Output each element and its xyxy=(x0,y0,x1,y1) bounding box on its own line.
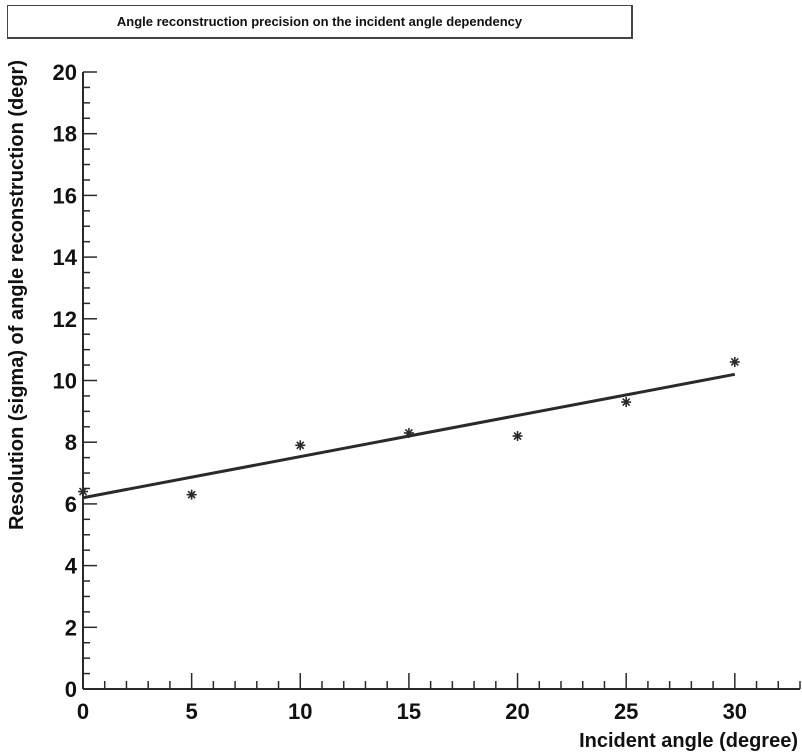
data-point-stroke xyxy=(187,490,196,499)
x-tick-label: 20 xyxy=(505,699,529,724)
x-tick-label: 30 xyxy=(723,699,747,724)
y-tick-label: 20 xyxy=(53,60,77,85)
y-axis-title: Resolution (sigma) of angle reconstructi… xyxy=(6,60,28,530)
data-point xyxy=(78,486,88,497)
data-point-stroke xyxy=(730,357,739,367)
data-point xyxy=(621,397,632,408)
y-tick-label: 0 xyxy=(65,677,77,702)
data-point xyxy=(403,427,414,438)
chart-title-box: Angle reconstruction precision on the in… xyxy=(7,5,633,39)
data-point xyxy=(186,489,197,500)
data-point xyxy=(512,431,523,442)
y-tick-label: 12 xyxy=(53,307,77,332)
data-point xyxy=(729,356,740,367)
data-point-stroke xyxy=(78,487,88,496)
y-tick-label: 14 xyxy=(53,245,78,270)
x-tick-label: 25 xyxy=(614,699,638,724)
y-tick-label: 10 xyxy=(53,369,77,394)
chart-title: Angle reconstruction precision on the in… xyxy=(116,14,523,29)
y-tick-label: 8 xyxy=(65,430,77,455)
x-tick-label: 10 xyxy=(288,699,312,724)
data-point-stroke xyxy=(296,441,305,450)
data-point xyxy=(295,440,306,451)
y-tick-label: 18 xyxy=(53,122,77,147)
y-tick-label: 2 xyxy=(65,615,77,640)
x-tick-label: 15 xyxy=(397,699,421,724)
x-tick-label: 0 xyxy=(77,699,89,724)
x-axis-title: Incident angle (degree) xyxy=(579,730,798,752)
y-tick-label: 4 xyxy=(65,554,78,579)
y-tick-label: 6 xyxy=(65,492,77,517)
x-tick-label: 5 xyxy=(186,699,198,724)
data-point-stroke xyxy=(513,431,522,441)
y-tick-label: 16 xyxy=(53,183,77,208)
data-point-stroke xyxy=(404,428,413,438)
data-point-stroke xyxy=(622,398,631,407)
